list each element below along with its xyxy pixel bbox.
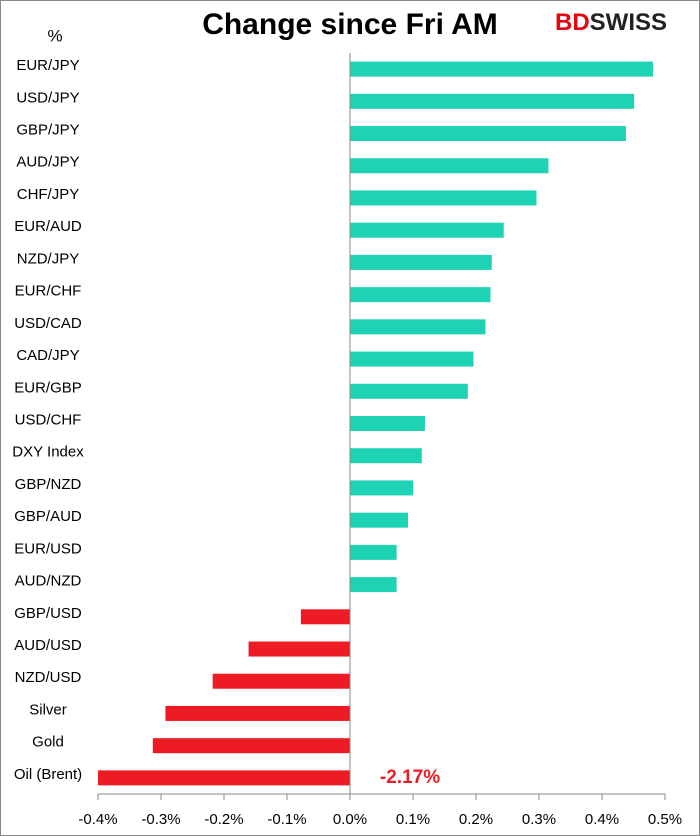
bar — [350, 222, 504, 238]
y-tick-label: NZD/JPY — [17, 250, 80, 267]
bar — [248, 641, 350, 657]
bars — [98, 61, 654, 786]
bar — [350, 126, 626, 142]
y-tick-label: EUR/AUD — [14, 218, 82, 235]
y-tick-label: USD/CHF — [15, 411, 82, 428]
bar — [350, 158, 549, 174]
y-tick-label: Gold — [32, 734, 64, 751]
bar — [212, 673, 350, 689]
x-tick-label: -0.3% — [141, 811, 180, 828]
x-tick-label: 0.3% — [522, 811, 556, 828]
x-tick-label: 0.5% — [648, 811, 682, 828]
x-tick-label: 0.2% — [459, 811, 493, 828]
y-tick-label: AUD/NZD — [15, 573, 82, 590]
logo-name: SWISS — [590, 9, 667, 36]
y-tick-label: GBP/AUD — [14, 508, 82, 525]
y-tick-label: EUR/JPY — [16, 57, 79, 74]
y-tick-label: NZD/USD — [15, 669, 82, 686]
y-tick-label: GBP/JPY — [16, 122, 79, 139]
bar — [350, 61, 654, 77]
bar — [165, 705, 350, 721]
bar — [350, 544, 397, 560]
bar — [350, 287, 491, 303]
x-tick-label: 0.0% — [333, 811, 367, 828]
bar — [300, 609, 350, 625]
bar — [350, 416, 425, 431]
bar — [350, 93, 635, 109]
bar — [152, 738, 350, 754]
x-tick-label: -0.1% — [267, 811, 306, 828]
bar — [350, 448, 422, 464]
chart-title: Change since Fri AM — [202, 8, 498, 41]
bar — [350, 351, 474, 367]
bar — [350, 383, 468, 399]
logo: BDSWISS — [555, 9, 667, 36]
value-label: -2.17% — [380, 767, 440, 788]
bar — [350, 254, 492, 270]
y-tick-label: AUD/JPY — [16, 154, 79, 171]
x-tick-label: 0.4% — [585, 811, 619, 828]
bar — [350, 577, 397, 593]
y-tick-label: DXY Index — [12, 444, 84, 461]
x-tick-label: -0.2% — [204, 811, 243, 828]
y-tick-label: EUR/USD — [14, 540, 82, 557]
y-tick-label: GBP/NZD — [15, 476, 82, 493]
unit-label: % — [47, 26, 62, 45]
logo-prefix: BD — [555, 9, 590, 36]
y-tick-label: CAD/JPY — [16, 347, 79, 364]
bar — [350, 512, 408, 528]
x-tick-label: 0.1% — [396, 811, 430, 828]
y-tick-label: AUD/USD — [14, 637, 82, 654]
bar — [350, 480, 413, 496]
y-tick-label: USD/JPY — [16, 89, 79, 106]
y-tick-label: CHF/JPY — [17, 186, 80, 203]
x-tick-label: -0.4% — [78, 811, 117, 828]
bar — [350, 319, 486, 335]
y-tick-label: USD/CAD — [14, 315, 82, 332]
y-tick-label: GBP/USD — [14, 605, 82, 622]
bar — [98, 770, 350, 786]
bar — [350, 190, 537, 206]
y-tick-label: Oil (Brent) — [14, 766, 82, 783]
y-tick-label: EUR/GBP — [14, 379, 82, 396]
y-tick-label: EUR/CHF — [15, 283, 82, 300]
y-tick-label: Silver — [29, 701, 67, 718]
